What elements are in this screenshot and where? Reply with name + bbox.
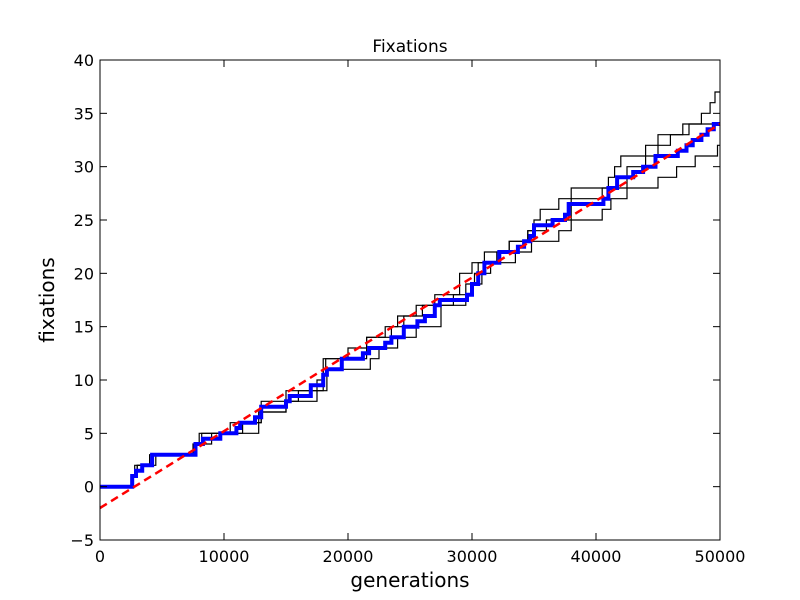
x-tick-label: 10000 [199, 547, 250, 566]
replicate-step-line-1 [100, 91, 720, 488]
x-tick-label: 20000 [323, 547, 374, 566]
y-tick-label: 10 [74, 371, 94, 390]
replicate-step-line-3 [100, 144, 720, 488]
chart-title: Fixations [372, 37, 447, 57]
y-tick-label: 30 [74, 158, 94, 177]
y-tick-label: −5 [70, 531, 94, 550]
y-tick-label: 40 [74, 51, 94, 70]
y-tick-label: 15 [74, 318, 94, 337]
x-tick-label: 50000 [695, 547, 746, 566]
y-tick-label: 25 [74, 211, 94, 230]
x-axis-label: generations [350, 568, 469, 592]
y-tick-label: 35 [74, 104, 94, 123]
mean-step-line [100, 122, 720, 489]
axis-ticks: 0 10000 20000 30000 40000 50000−5051015202530… [70, 51, 745, 566]
x-tick-label: 0 [95, 547, 105, 566]
fit-line-dashed [99, 122, 721, 510]
plot-area [99, 91, 721, 510]
y-axis-label: fixations [35, 257, 59, 342]
y-tick-label: 20 [74, 264, 94, 283]
x-tick-label: 40000 [571, 547, 622, 566]
plot-frame [99, 59, 721, 541]
y-tick-label: 0 [84, 478, 94, 497]
y-tick-label: 5 [84, 424, 94, 443]
replicate-step-line-2 [100, 123, 720, 488]
x-tick-label: 30000 [447, 547, 498, 566]
